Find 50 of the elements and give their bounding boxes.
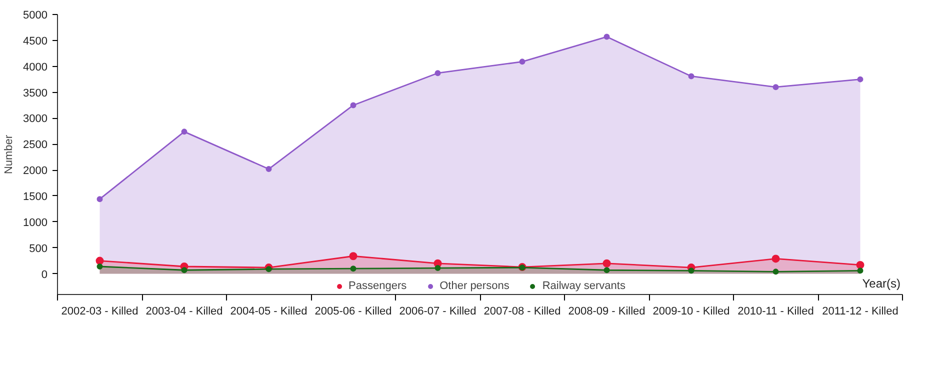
point	[688, 73, 694, 80]
point	[349, 252, 358, 260]
y-tick-label: 0	[41, 268, 48, 281]
y-axis-title: Number	[3, 134, 16, 174]
point	[519, 58, 526, 65]
point	[96, 256, 104, 265]
point	[96, 264, 103, 270]
point	[434, 265, 441, 272]
x-tick-label: 2006-07 - Killed	[399, 306, 476, 318]
legend-label: Railway servants	[542, 280, 626, 292]
x-tick-label: 2004-05 - Killed	[230, 306, 308, 318]
x-tick-label: 2011-12 - Killed	[822, 306, 898, 318]
y-tick-label: 5000	[23, 10, 48, 22]
point	[688, 268, 694, 274]
point	[434, 70, 441, 76]
point	[602, 259, 611, 268]
y-tick-label: 500	[29, 242, 48, 255]
point	[857, 268, 864, 274]
point	[772, 254, 780, 263]
x-tick-label: 2002-03 - Killed	[61, 306, 138, 318]
point	[604, 267, 610, 274]
x-axis-title: Year(s)	[862, 276, 901, 290]
y-tick-label: 2500	[23, 139, 48, 152]
point	[181, 267, 188, 274]
point	[350, 266, 356, 272]
point	[604, 34, 610, 40]
y-tick-label: 3500	[23, 87, 48, 100]
y-tick-label: 1000	[23, 216, 48, 229]
point	[772, 84, 779, 90]
x-tick-label: 2008-09 - Killed	[568, 306, 646, 318]
x-tick-label: 2005-06 - Killed	[314, 306, 392, 318]
legend-label: Other persons	[440, 280, 510, 292]
x-tick-label: 2009-10 - Killed	[652, 306, 730, 318]
point	[181, 128, 188, 135]
point	[96, 196, 103, 202]
x-tick-label: 2003-04 - Killed	[146, 306, 223, 318]
point	[266, 166, 272, 172]
y-tick-label: 4500	[23, 35, 48, 48]
point	[266, 266, 272, 272]
point	[350, 102, 356, 108]
point	[856, 260, 864, 269]
point	[857, 76, 864, 82]
y-tick-label: 4000	[23, 61, 48, 74]
x-tick-label: 2010-11 - Killed	[738, 306, 814, 318]
point	[772, 268, 779, 275]
y-tick-label: 1500	[23, 190, 48, 203]
x-tick-label: 2007-08 - Killed	[484, 306, 561, 318]
legend-label: Passengers	[348, 280, 407, 292]
y-tick-label: 2000	[23, 165, 48, 178]
y-tick-label: 3000	[23, 113, 48, 126]
